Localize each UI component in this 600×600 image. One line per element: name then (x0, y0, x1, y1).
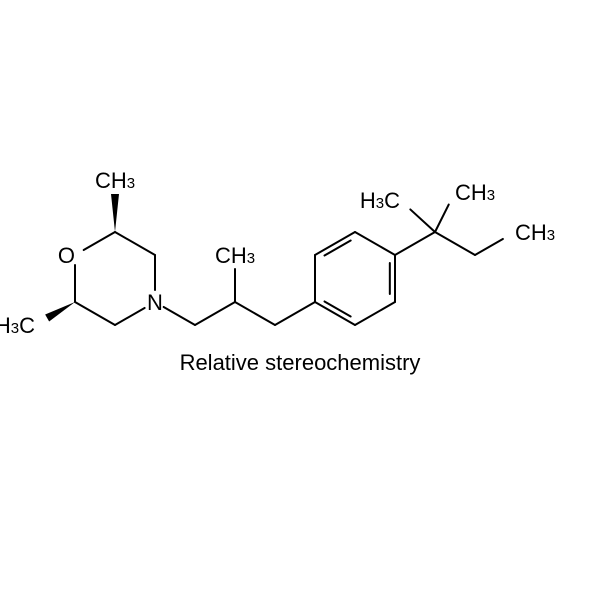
bond (195, 302, 235, 325)
bond (395, 232, 435, 255)
caption: Relative stereochemistry (180, 350, 421, 375)
bond (84, 232, 115, 250)
bond (75, 302, 115, 325)
bond (115, 232, 155, 255)
bond (235, 302, 275, 325)
atom-label: O (58, 243, 75, 268)
bond (315, 302, 355, 325)
bond (475, 239, 503, 255)
atom-label: H3C (0, 313, 35, 338)
atom-label: CH3 (455, 180, 495, 205)
bond (315, 232, 355, 255)
atom-label: CH3 (95, 168, 135, 193)
bond (410, 209, 435, 232)
wedge-bond (111, 194, 119, 232)
bond (435, 205, 449, 232)
wedge-bond (45, 302, 75, 321)
bond (355, 232, 395, 255)
atom-label: H3C (360, 188, 400, 213)
bond (355, 302, 395, 325)
molecule-diagram: O CH3 N H3C CH3 H3C CH3 CH3 Relative stereochemi… (0, 0, 600, 600)
bond (164, 307, 195, 325)
bond (115, 308, 145, 325)
bond (435, 232, 475, 255)
bond (275, 302, 315, 325)
atom-label: N (147, 290, 163, 315)
atom-label: CH3 (515, 220, 555, 245)
atom-label: CH3 (215, 243, 255, 268)
